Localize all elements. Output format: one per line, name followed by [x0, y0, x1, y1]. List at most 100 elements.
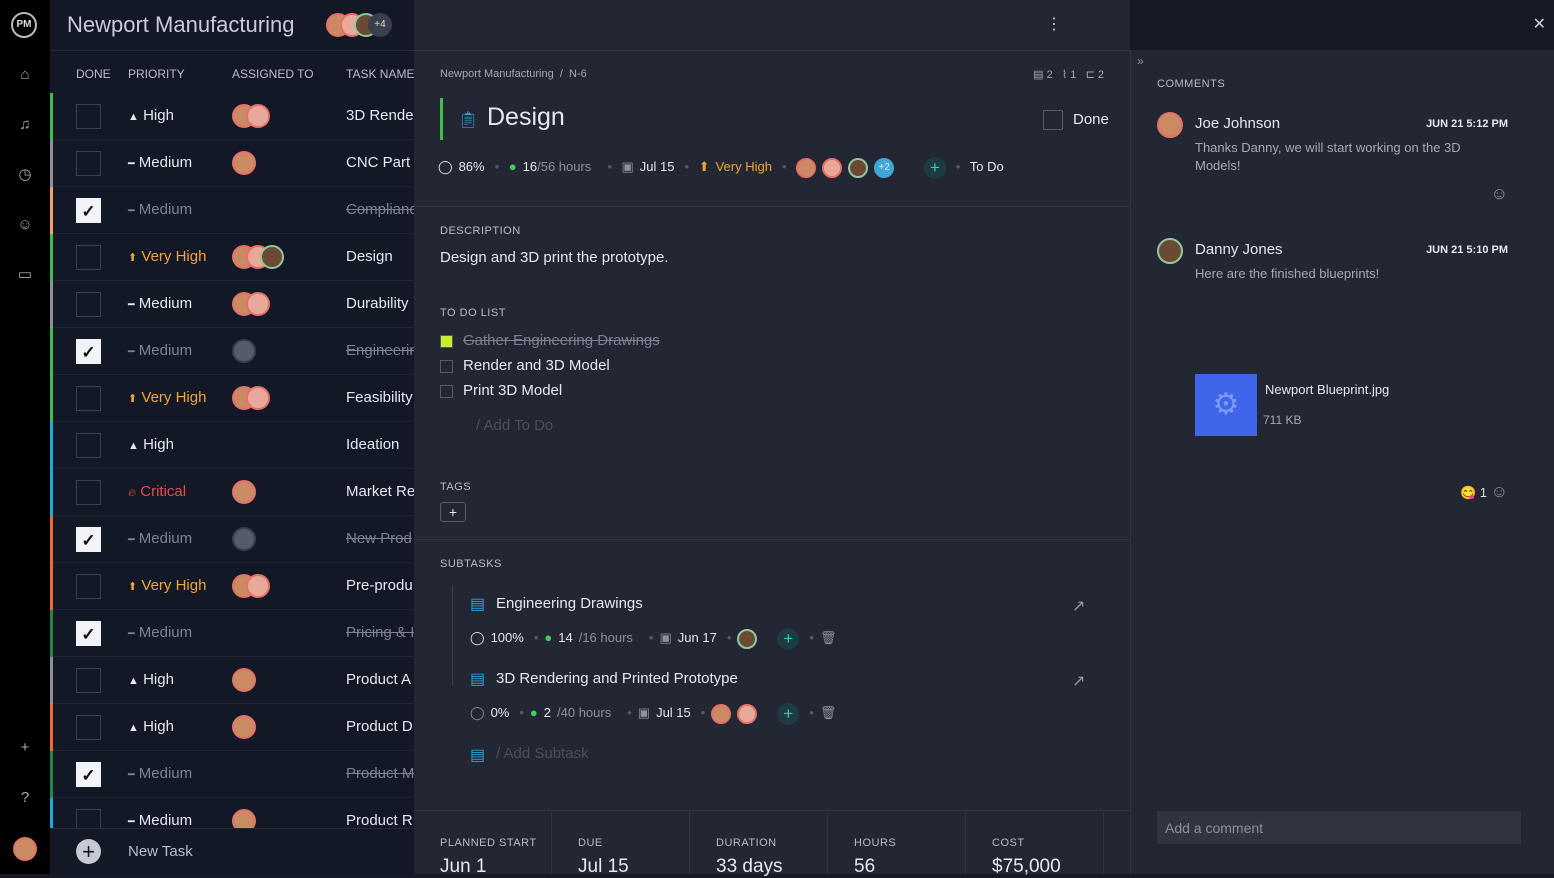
priority[interactable]: Very High [715, 159, 772, 175]
attachment-name[interactable]: Newport Blueprint.jpg [1265, 382, 1390, 397]
briefcase-icon[interactable]: ▭ [17, 266, 33, 283]
task-name[interactable]: Feasibility [346, 389, 413, 406]
users-icon[interactable]: ☺ [17, 216, 33, 233]
priority-cell[interactable]: ▲ High [128, 718, 174, 735]
done-checkbox[interactable] [76, 668, 101, 693]
task-name[interactable]: Pre-produ [346, 577, 413, 594]
todo-item[interactable]: Print 3D Model [440, 382, 562, 399]
priority-cell[interactable]: ⬆ Very High [128, 248, 207, 265]
assignees[interactable]: +2 [796, 158, 900, 178]
table-row[interactable]: 🔥︎ Critical Market Re [50, 469, 414, 516]
task-name[interactable]: Compliance [346, 201, 414, 218]
assignee-avatars[interactable] [232, 527, 256, 551]
clock-icon[interactable]: ◷ [18, 166, 32, 183]
task-name[interactable]: Durability [346, 295, 409, 312]
assignee-avatars[interactable] [232, 715, 256, 739]
table-row[interactable]: ✓ ━ Medium Engineering [50, 328, 414, 375]
table-row[interactable]: ✓ ━ Medium Pricing & I [50, 610, 414, 657]
footer-field[interactable]: DUE Jul 15 [552, 810, 690, 877]
table-row[interactable]: ▲ High Ideation [50, 422, 414, 469]
footer-field[interactable]: PLANNED START Jun 1 [414, 810, 552, 877]
done-checkbox[interactable] [76, 433, 101, 458]
add-assignee-button[interactable]: + [777, 703, 800, 725]
table-row[interactable]: ⬆ Very High Design [50, 234, 414, 281]
breadcrumb[interactable]: Newport Manufacturing / N-6 [440, 68, 587, 80]
add-subtask-input[interactable]: / Add Subtask [496, 745, 589, 762]
footer-field[interactable]: DURATION 33 days [690, 810, 828, 877]
priority-cell[interactable]: ━ Medium [128, 342, 193, 359]
subtask-title[interactable]: 3D Rendering and Printed Prototype [496, 670, 738, 687]
footer-field[interactable]: COST $75,000 [966, 810, 1104, 877]
task-title[interactable]: Design [487, 103, 565, 131]
status[interactable]: To Do [969, 159, 1004, 175]
table-row[interactable]: ⬆ Very High Feasibility [50, 375, 414, 422]
done-checkbox[interactable]: ✓ [76, 527, 101, 552]
task-name[interactable]: Design [346, 248, 393, 265]
priority-cell[interactable]: ━ Medium [128, 812, 193, 829]
todo-item[interactable]: Gather Engineering Drawings [440, 332, 660, 349]
table-row[interactable]: ━ Medium Product R [50, 798, 414, 845]
priority-cell[interactable]: ▲ High [128, 671, 174, 688]
done-checkbox[interactable]: ✓ [76, 762, 101, 787]
table-row[interactable]: ▲ High Product D [50, 704, 414, 751]
table-row[interactable]: ✓ ━ Medium Product M [50, 751, 414, 798]
due-date[interactable]: Jul 15 [639, 159, 675, 175]
done-checkbox[interactable] [76, 574, 101, 599]
assignee-avatars[interactable] [232, 245, 284, 269]
assignee-avatars[interactable] [232, 104, 270, 128]
description[interactable]: Design and 3D print the prototype. [440, 249, 669, 266]
todo-item[interactable]: Render and 3D Model [440, 357, 610, 374]
priority-cell[interactable]: ━ Medium [128, 154, 193, 171]
user-avatar[interactable] [13, 837, 37, 861]
add-tag-button[interactable]: + [440, 502, 466, 522]
comment-input[interactable]: Add a comment [1157, 811, 1521, 844]
col-priority[interactable]: PRIORITY [128, 67, 185, 81]
done-checkbox[interactable]: ✓ [76, 198, 101, 223]
done-checkbox[interactable] [76, 386, 101, 411]
field-value[interactable]: Jul 15 [578, 856, 629, 877]
priority-cell[interactable]: ━ Medium [128, 765, 193, 782]
table-row[interactable]: ▲ High Product A [50, 657, 414, 704]
reactions[interactable]: 😋 1 ☺ [1459, 482, 1508, 501]
priority-cell[interactable]: ⬆ Very High [128, 389, 207, 406]
collapse-icon[interactable]: » [1137, 54, 1144, 68]
task-name[interactable]: Product D [346, 718, 413, 735]
close-icon[interactable]: ✕ [1532, 16, 1546, 33]
field-value[interactable]: $75,000 [992, 856, 1061, 877]
table-row[interactable]: ━ Medium Durability [50, 281, 414, 328]
done-checkbox[interactable]: ✓ [76, 621, 101, 646]
task-name[interactable]: Product M [346, 765, 414, 782]
assignee-avatars[interactable] [232, 292, 270, 316]
more-options-icon[interactable]: ⋮ [1046, 16, 1062, 33]
table-row[interactable]: ━ Medium CNC Part [50, 140, 414, 187]
table-row[interactable]: ⬆ Very High Pre-produ [50, 563, 414, 610]
col-assigned[interactable]: ASSIGNED TO [232, 67, 314, 81]
task-name[interactable]: New Prod [346, 530, 412, 547]
plus-icon[interactable]: + [20, 739, 30, 756]
assignee-avatars[interactable] [232, 386, 270, 410]
table-row[interactable]: ▲ High 3D Rende [50, 93, 414, 140]
priority-cell[interactable]: 🔥︎ Critical [128, 483, 187, 500]
done-checkbox[interactable] [76, 245, 101, 270]
trash-icon[interactable]: 🗑︎ [819, 705, 837, 721]
done-checkbox[interactable] [76, 292, 101, 317]
task-name[interactable]: Product A [346, 671, 412, 688]
done-checkbox[interactable] [76, 104, 101, 129]
done-toggle[interactable]: Done [1043, 110, 1109, 130]
priority-cell[interactable]: ▲ High [128, 436, 174, 453]
priority-cell[interactable]: ━ Medium [128, 530, 193, 547]
task-name[interactable]: Product R [346, 812, 413, 829]
assignee-avatars[interactable] [232, 574, 270, 598]
field-value[interactable]: 33 days [716, 856, 783, 877]
done-checkbox[interactable]: ✓ [76, 339, 101, 364]
new-task-button[interactable]: + New Task [50, 828, 414, 874]
footer-field[interactable]: HOURS 56 [828, 810, 966, 877]
task-name[interactable]: CNC Part [346, 154, 411, 171]
table-row[interactable]: ✓ ━ Medium New Prod [50, 516, 414, 563]
task-name[interactable]: Ideation [346, 436, 400, 453]
field-value[interactable]: 56 [854, 856, 876, 877]
task-name[interactable]: Market Re [346, 483, 414, 500]
trash-icon[interactable]: 🗑︎ [819, 630, 837, 646]
subtask-title[interactable]: Engineering Drawings [496, 595, 643, 612]
task-name[interactable]: 3D Rende [346, 107, 414, 124]
